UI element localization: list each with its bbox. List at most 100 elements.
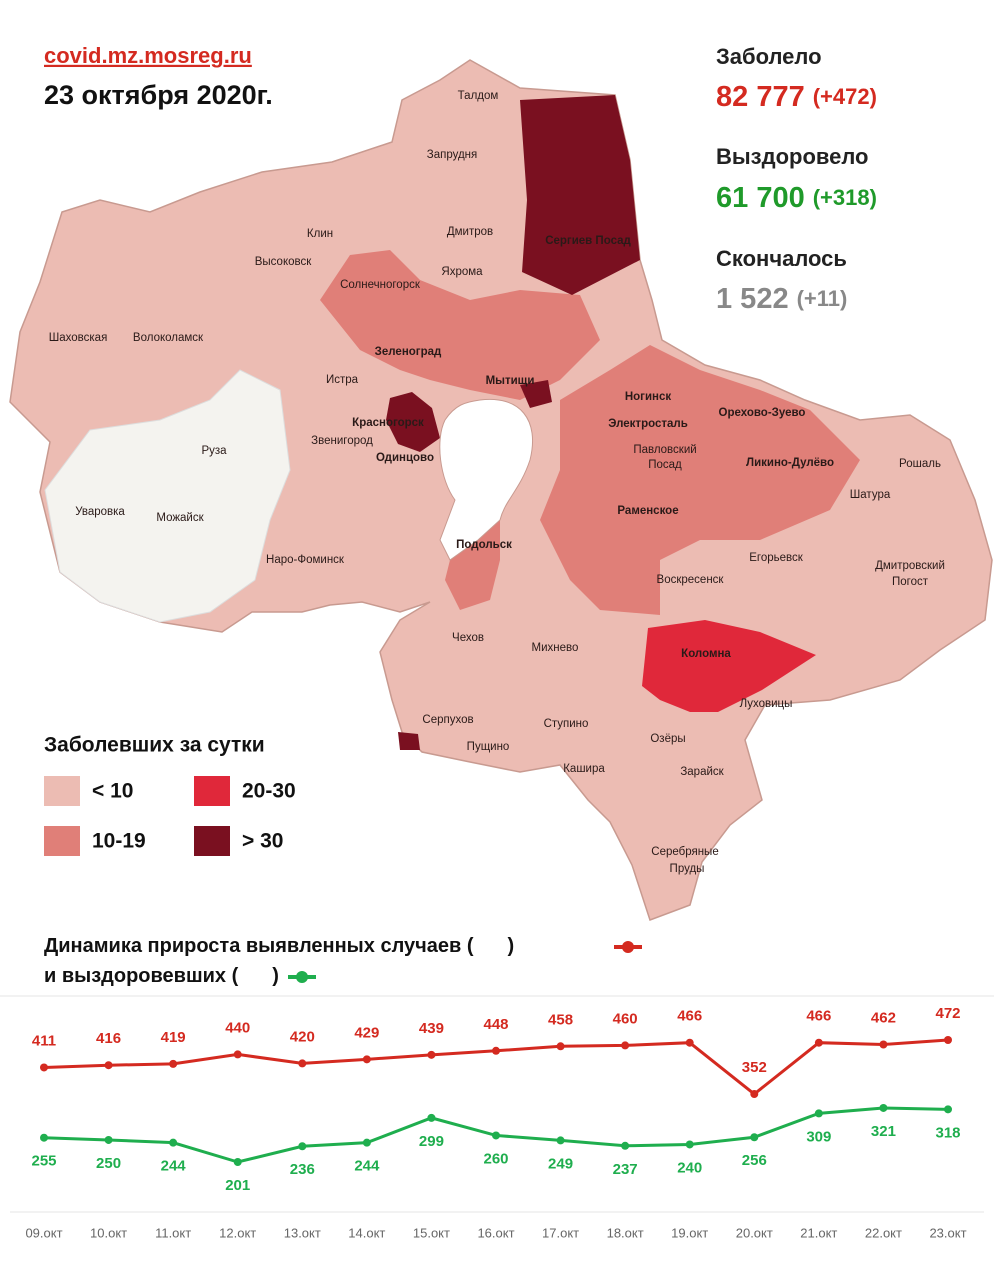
area-dark xyxy=(520,380,552,408)
city-label: Ступино xyxy=(544,718,589,730)
x-tick-label: 13.окт xyxy=(284,1225,321,1240)
city-label: Сергиев Посад xyxy=(545,235,631,247)
city-label: Волоколамск xyxy=(133,332,204,344)
stat-delta: (+11) xyxy=(797,286,848,311)
city-label: Орехово-Зуево xyxy=(719,407,806,419)
value-label: 429 xyxy=(354,1024,379,1041)
area-dark xyxy=(398,732,420,750)
point xyxy=(169,1059,178,1068)
point xyxy=(814,1109,823,1118)
area-dark xyxy=(520,95,640,295)
value-label: 420 xyxy=(290,1028,315,1045)
city-label: Серебряные xyxy=(651,846,718,858)
legend-swatch xyxy=(194,826,230,856)
legend: < 10 10-19 20-30 > 30 xyxy=(44,776,296,856)
value-label: 236 xyxy=(290,1161,315,1178)
city-label: Посад xyxy=(648,459,682,471)
city-label: Рошаль xyxy=(899,458,941,470)
city-label: Подольск xyxy=(456,539,512,551)
city-label: Ликино-Дулёво xyxy=(746,457,834,469)
city-label: Солнечногорск xyxy=(340,279,421,291)
city-label: Электросталь xyxy=(608,418,688,430)
title-part: ) xyxy=(508,935,515,957)
stat-number: 82 777 xyxy=(716,81,805,113)
date: 23 октября 2020г. xyxy=(44,80,273,110)
title-part: и выздоровевших ( xyxy=(44,965,239,987)
chart-title: и выздоровевших () xyxy=(44,965,279,987)
stat-value: 82 777 (+472) xyxy=(716,81,877,113)
point xyxy=(621,1041,630,1050)
point xyxy=(40,1063,48,1072)
stat-number: 1 522 xyxy=(716,283,789,315)
area-mid xyxy=(320,250,600,400)
point xyxy=(298,1059,307,1068)
site-link[interactable]: covid.mz.mosreg.ru xyxy=(44,43,252,68)
point xyxy=(556,1136,565,1145)
city-label: Пруды xyxy=(670,863,705,875)
city-label: Можайск xyxy=(156,512,204,524)
stat-value: 1 522 (+11) xyxy=(716,283,847,315)
city-label: Кашира xyxy=(563,763,605,775)
value-label: 299 xyxy=(419,1133,444,1150)
title-part: ) xyxy=(272,965,279,987)
city-label: Одинцово xyxy=(376,452,434,464)
value-label: 256 xyxy=(742,1152,767,1169)
title-marker-dot xyxy=(296,971,308,983)
point xyxy=(104,1135,113,1144)
city-label: Мытищи xyxy=(486,375,535,387)
point xyxy=(362,1055,371,1064)
city-label: Раменское xyxy=(617,505,678,517)
point xyxy=(750,1090,759,1099)
area-mid xyxy=(540,345,860,615)
point xyxy=(492,1046,500,1055)
city-label: Пущино xyxy=(467,741,510,753)
area-red xyxy=(642,620,816,712)
legend-label: 10-19 xyxy=(92,830,146,853)
point xyxy=(104,1061,113,1070)
title-marker-dot xyxy=(622,941,634,953)
value-label: 462 xyxy=(871,1009,896,1026)
value-label: 201 xyxy=(225,1177,250,1194)
stat-label: Выздоровело xyxy=(716,144,869,169)
legend-label: 20-30 xyxy=(242,780,296,803)
area-dark xyxy=(386,392,440,452)
x-tick-label: 11.окт xyxy=(155,1225,191,1240)
city-label: Ногинск xyxy=(625,391,672,403)
city-labels: Талдом Запрудня Дмитров Клин Высоковск Яхрома… xyxy=(49,90,945,875)
x-tick-label: 09.окт xyxy=(25,1225,62,1240)
point xyxy=(40,1133,48,1142)
map xyxy=(9,59,993,921)
value-label: 309 xyxy=(806,1128,831,1145)
value-label: 419 xyxy=(161,1029,186,1046)
city-label: Наро-Фоминск xyxy=(266,554,345,566)
point xyxy=(944,1036,952,1044)
value-label: 237 xyxy=(613,1161,638,1178)
point xyxy=(879,1103,888,1112)
value-label: 466 xyxy=(806,1008,831,1025)
stat-delta: (+472) xyxy=(813,84,877,109)
city-label: Чехов xyxy=(452,632,484,644)
line-chart: 09.окт 10.окт 11.окт 12.окт 13.окт 14.окт 15.о… xyxy=(25,1005,966,1240)
value-label: 411 xyxy=(32,1032,56,1049)
value-label: 255 xyxy=(31,1153,56,1170)
city-label: Клин xyxy=(307,228,333,240)
point xyxy=(362,1138,371,1147)
value-label: 260 xyxy=(483,1150,508,1167)
value-label: 416 xyxy=(96,1030,121,1047)
city-label: Луховицы xyxy=(740,698,793,710)
city-label: Зарайск xyxy=(680,766,724,778)
value-label: 244 xyxy=(161,1158,187,1175)
city-label: Шатура xyxy=(850,489,891,501)
stat-label: Заболело xyxy=(716,44,822,69)
value-label: 352 xyxy=(742,1059,767,1076)
stat-delta: (+318) xyxy=(813,185,877,210)
point xyxy=(944,1105,952,1114)
point xyxy=(685,1140,694,1149)
value-label: 440 xyxy=(225,1019,250,1036)
point xyxy=(621,1141,630,1150)
point xyxy=(879,1040,888,1049)
point xyxy=(685,1038,694,1047)
legend-label: < 10 xyxy=(92,780,133,803)
chart-title: Динамика прироста выявленных случаев () xyxy=(44,935,514,957)
city-label: Уваровка xyxy=(75,506,125,518)
